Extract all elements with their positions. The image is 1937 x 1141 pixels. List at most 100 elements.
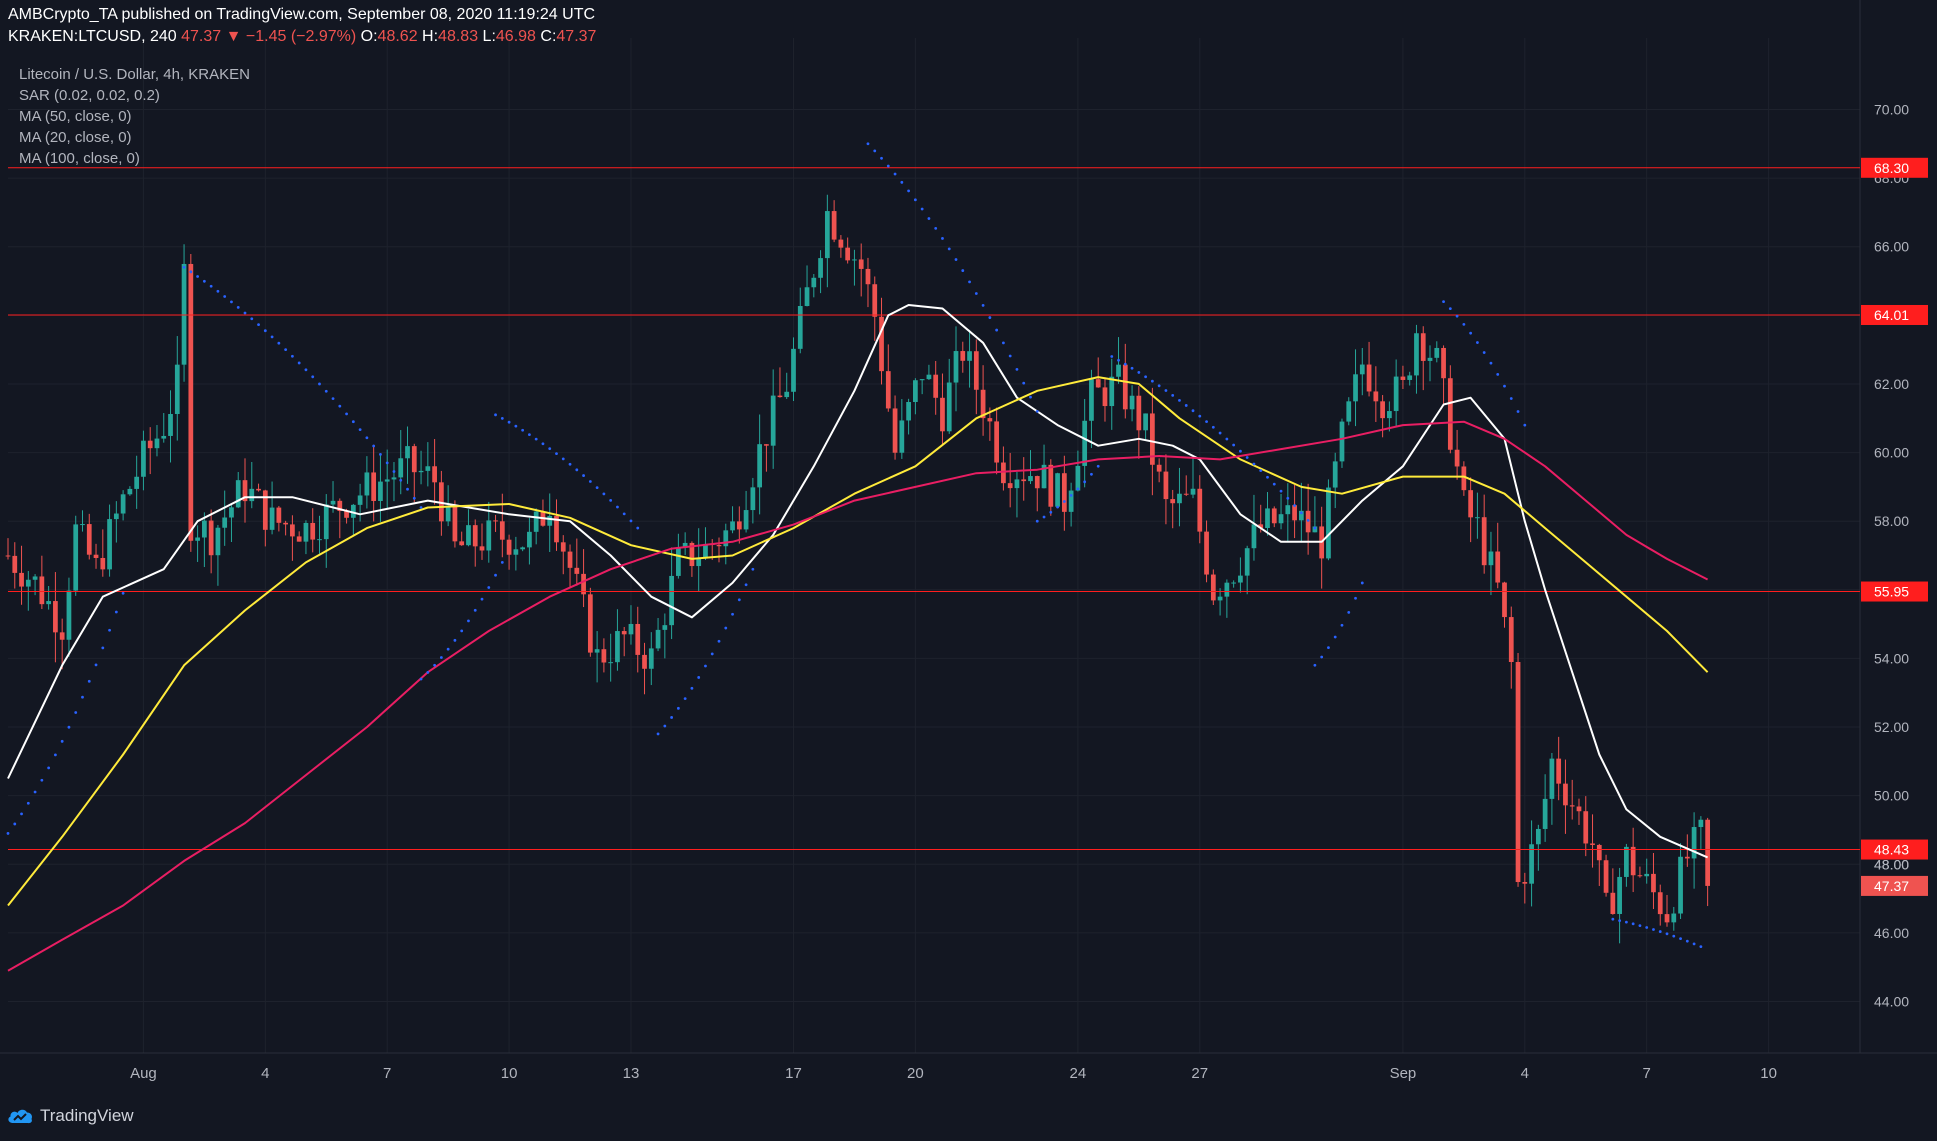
candle-body <box>1021 479 1027 482</box>
candle-body <box>994 421 1000 463</box>
sar-dot <box>406 487 409 491</box>
candle-body <box>1515 662 1521 883</box>
candle <box>1204 520 1209 583</box>
candle <box>290 515 295 561</box>
candle-body <box>411 446 417 473</box>
candle-body <box>1590 843 1595 845</box>
candle-body <box>804 287 810 306</box>
sar-dot <box>1191 409 1195 413</box>
candle <box>337 498 343 539</box>
candle-body <box>1122 364 1128 410</box>
candle-body <box>1095 379 1101 388</box>
candle-body <box>601 649 607 663</box>
sar-dot <box>304 368 308 372</box>
sar-dot <box>1523 423 1527 427</box>
sar-dot <box>941 237 944 240</box>
candle <box>1698 816 1704 849</box>
candle-body <box>872 284 878 317</box>
candle <box>953 326 959 412</box>
candle <box>147 427 153 475</box>
candle <box>1603 854 1609 897</box>
candle-body <box>1102 387 1108 407</box>
sar-dot <box>1699 945 1703 949</box>
candle <box>601 638 607 673</box>
candle <box>1163 454 1169 525</box>
candle <box>452 500 458 548</box>
candle-body <box>913 380 918 403</box>
legend-series-title[interactable]: Litecoin / U.S. Dollar, 4h, KRAKEN <box>19 66 250 83</box>
candle-body <box>1014 479 1020 489</box>
candle <box>743 490 749 533</box>
sar-dot <box>108 628 111 632</box>
candle-body <box>1630 846 1636 876</box>
sar-dot <box>1110 355 1114 358</box>
sar-dot <box>182 265 186 269</box>
tradingview-footer[interactable]: TradingView <box>6 1106 134 1126</box>
time-tick-label: 7 <box>1643 1065 1651 1082</box>
symbol-label[interactable]: KRAKEN:LTCUSD, 240 <box>8 28 177 45</box>
sar-dot <box>602 492 606 496</box>
legend-ma100[interactable]: MA (100, close, 0) <box>19 150 140 167</box>
level-price-label: 64.01 <box>1874 307 1909 323</box>
candle-body <box>100 557 106 570</box>
sar-dot <box>121 591 125 595</box>
sar-dot <box>114 610 118 614</box>
candle-body <box>398 458 404 478</box>
sar-dot <box>480 597 484 601</box>
level-price-label: 55.95 <box>1874 584 1909 600</box>
candle <box>1028 450 1033 485</box>
candle <box>235 472 241 509</box>
time-tick-label: 10 <box>501 1065 518 1082</box>
publish-line: AMBCrypto_TA published on TradingView.co… <box>8 6 595 24</box>
candle <box>1468 477 1474 543</box>
candle-body <box>973 351 979 390</box>
candle <box>1596 843 1602 886</box>
sar-dot <box>47 766 51 770</box>
sar-dot <box>731 612 734 616</box>
candle <box>107 504 112 577</box>
candle <box>1061 455 1067 531</box>
sar-dot <box>291 354 294 358</box>
candle <box>46 586 51 610</box>
candle <box>662 613 668 659</box>
candle-body <box>1251 524 1257 549</box>
candle <box>764 444 769 472</box>
price-tick-label: 62.00 <box>1874 376 1909 392</box>
candle <box>926 364 932 381</box>
sar-dot <box>893 172 897 176</box>
candle <box>520 546 526 552</box>
candle-body <box>1556 758 1562 784</box>
candle <box>25 570 31 611</box>
sar-dot <box>94 663 98 667</box>
sar-dot <box>1333 635 1337 639</box>
sar-dot <box>670 716 674 719</box>
sar-dot <box>1157 384 1161 388</box>
candle-body <box>39 576 45 605</box>
level-price-tag <box>1861 304 1928 325</box>
candle <box>1055 472 1060 508</box>
candle-body <box>202 520 207 538</box>
legend-ma50[interactable]: MA (50, close, 0) <box>19 108 132 125</box>
open-label: O: <box>360 28 378 45</box>
candle <box>560 535 566 575</box>
candle <box>973 339 979 415</box>
sar-dot <box>494 413 497 417</box>
legend-ma20[interactable]: MA (20, close, 0) <box>19 129 132 146</box>
candle-body <box>1610 892 1616 914</box>
sar-dot <box>473 608 477 612</box>
candle <box>899 399 905 459</box>
sar-dot <box>223 295 227 298</box>
candle-body <box>1420 333 1426 361</box>
candle <box>980 365 986 436</box>
sar-dot <box>1320 655 1324 659</box>
candle-body <box>378 481 383 501</box>
sar-dot <box>934 226 938 230</box>
candle-body <box>1278 514 1284 524</box>
candle-body <box>371 472 377 501</box>
legend-sar[interactable]: SAR (0.02, 0.02, 0.2) <box>19 87 160 104</box>
candle <box>1684 834 1690 867</box>
candle <box>1522 872 1528 904</box>
candle-body <box>1156 464 1162 472</box>
sar-dot <box>297 361 301 365</box>
